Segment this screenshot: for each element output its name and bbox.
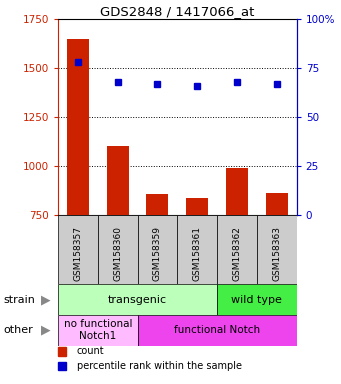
Text: no functional
Notch1: no functional Notch1 [63, 319, 132, 341]
Bar [107, 146, 129, 215]
Text: other: other [3, 325, 33, 335]
Text: transgenic: transgenic [108, 295, 167, 305]
Bar [186, 199, 208, 215]
Text: GSM158363: GSM158363 [272, 226, 281, 281]
Text: GSM158360: GSM158360 [113, 226, 122, 281]
Title: GDS2848 / 1417066_at: GDS2848 / 1417066_at [100, 5, 254, 18]
Text: percentile rank within the sample: percentile rank within the sample [77, 361, 242, 371]
Bar [257, 215, 297, 284]
Text: GSM158359: GSM158359 [153, 226, 162, 281]
Text: ▶: ▶ [41, 293, 51, 306]
Bar [217, 284, 297, 315]
Bar [177, 215, 217, 284]
Text: ▶: ▶ [41, 324, 51, 337]
Bar [147, 194, 168, 215]
Bar [67, 39, 89, 215]
Bar [137, 215, 177, 284]
Bar [266, 194, 288, 215]
Text: GSM158362: GSM158362 [233, 226, 241, 281]
Bar [58, 215, 98, 284]
Text: wild type: wild type [232, 295, 282, 305]
Text: functional Notch: functional Notch [174, 325, 260, 335]
Bar [98, 215, 137, 284]
Bar [217, 215, 257, 284]
Bar [137, 315, 297, 346]
Text: GSM158361: GSM158361 [193, 226, 202, 281]
Text: strain: strain [3, 295, 35, 305]
Text: count: count [77, 346, 104, 356]
Bar [58, 284, 217, 315]
Text: GSM158357: GSM158357 [73, 226, 83, 281]
Bar [58, 315, 137, 346]
Bar [226, 168, 248, 215]
